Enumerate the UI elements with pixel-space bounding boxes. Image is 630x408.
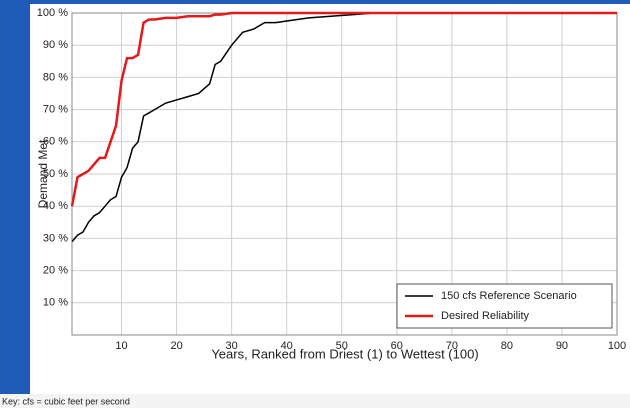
y-tick-label: 60 % (43, 136, 68, 148)
y-axis-label: Demand Met (36, 139, 50, 208)
legend-label: 150 cfs Reference Scenario (441, 290, 577, 302)
x-tick-label: 30 (226, 340, 238, 352)
x-tick-label: 10 (115, 340, 127, 352)
y-tick-label: 30 % (43, 232, 68, 244)
x-axis-label: Years, Ranked from Driest (1) to Wettest… (211, 346, 478, 361)
legend-label: Desired Reliability (441, 310, 530, 322)
x-tick-label: 40 (281, 340, 293, 352)
series-line (71, 12, 617, 243)
legend-box (396, 283, 613, 329)
y-tick-label: 10 % (43, 297, 68, 309)
x-tick-label: 20 (170, 340, 182, 352)
panel (30, 4, 630, 394)
x-tick-label: 80 (501, 340, 513, 352)
y-tick-label: 100 % (37, 7, 68, 19)
x-tick-label: 90 (556, 340, 568, 352)
x-tick-label: 50 (336, 340, 348, 352)
x-tick-label: 60 (391, 340, 403, 352)
y-tick-label: 90 % (43, 39, 68, 51)
x-tick-label: 100 (608, 340, 626, 352)
series-line (70, 11, 617, 207)
note: Key: cfs = cubic feet per second (2, 396, 130, 406)
y-tick-label: 80 % (43, 71, 68, 83)
y-tick-label: 70 % (43, 104, 68, 116)
y-tick-label: 50 % (43, 168, 68, 180)
x-tick-label: 70 (446, 340, 458, 352)
y-tick-label: 40 % (43, 200, 68, 212)
note-strip (0, 394, 630, 408)
y-tick-label: 20 % (43, 265, 68, 277)
